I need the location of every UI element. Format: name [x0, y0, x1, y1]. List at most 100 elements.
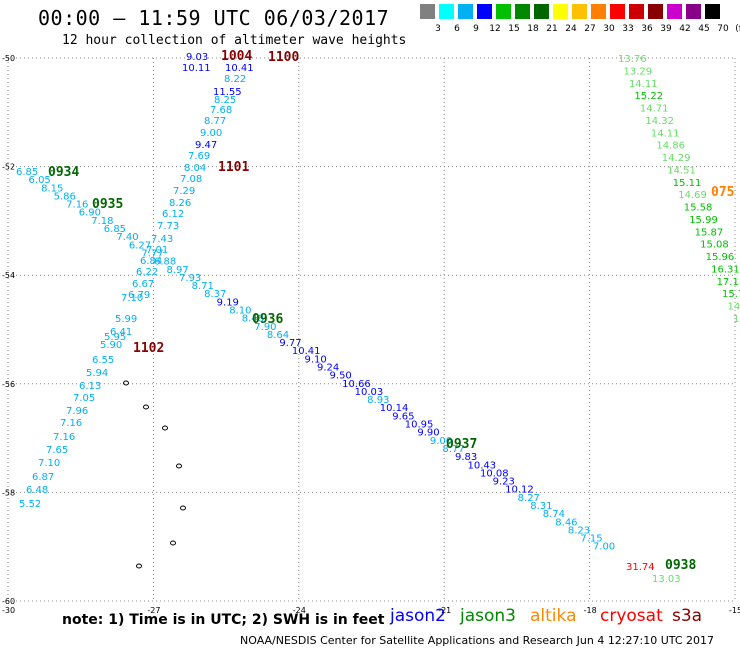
- swh-label: 6.55: [92, 355, 114, 366]
- swh-label: 9.24: [317, 363, 339, 374]
- swh-label: 11.55: [213, 87, 242, 98]
- lon-label: -30: [2, 606, 15, 615]
- lat-label: -58: [2, 488, 15, 497]
- swh-label: 8.77: [442, 444, 464, 455]
- swh-label: 8.97: [167, 265, 189, 276]
- lon-label: -21: [438, 606, 451, 615]
- legend-label: 15: [508, 24, 520, 34]
- swh-label: 7.65: [46, 445, 68, 456]
- swh-label: 7.10: [121, 293, 143, 304]
- swh-label: 7.29: [173, 186, 195, 197]
- swh-label: 13.76: [618, 54, 647, 65]
- legend-label: 24: [565, 24, 577, 34]
- satellite-jason3: jason3: [460, 606, 516, 626]
- legend-swatch: [591, 4, 606, 19]
- swh-label: 9.90: [417, 428, 439, 439]
- swh-label: 8.10: [229, 305, 251, 316]
- swh-label: 6.13: [79, 381, 101, 392]
- time-tag: 1004: [221, 49, 252, 64]
- lat-label: -50: [2, 54, 15, 63]
- legend-swatch: [648, 4, 663, 19]
- swh-label: 7.68: [210, 105, 232, 116]
- swh-label: 14.29: [662, 153, 691, 164]
- swh-label: 9.50: [330, 371, 352, 382]
- time-tag: 0935: [92, 197, 123, 212]
- swh-label: 9.83: [455, 452, 477, 463]
- legend-unit: (ft): [735, 24, 740, 34]
- swh-label: 31.74: [626, 562, 655, 573]
- swh-label: 7.10: [38, 458, 60, 469]
- legend-label: 6: [454, 24, 460, 34]
- swh-label: 7.18: [91, 216, 113, 227]
- legend-label: 9: [473, 24, 479, 34]
- swh-label: 8.37: [204, 289, 226, 300]
- swh-label: 8.64: [267, 330, 289, 341]
- swh-label: 15.11: [673, 178, 702, 189]
- lat-label: -54: [2, 271, 15, 280]
- swh-label: 15.58: [684, 203, 713, 214]
- swh-label: 15.22: [634, 91, 663, 102]
- swh-label: 9.00: [200, 128, 222, 139]
- island-shape: [180, 505, 186, 511]
- swh-label: 8.74: [543, 509, 565, 520]
- lon-label: -18: [584, 606, 597, 615]
- swh-label: 10.41: [225, 63, 254, 74]
- legend-label: 21: [546, 24, 558, 34]
- legend-label: 30: [603, 24, 615, 34]
- swh-label: 10.12: [505, 485, 534, 496]
- legend-swatch: [705, 4, 720, 19]
- swh-label: 17.11: [717, 277, 740, 288]
- swh-label: 6.67: [132, 279, 154, 290]
- swh-label: 5.86: [54, 191, 76, 202]
- swh-label: 13.29: [623, 66, 652, 77]
- swh-label: 10.03: [355, 387, 384, 398]
- legend-label: 3: [435, 24, 441, 34]
- swh-label: 7.96: [66, 406, 88, 417]
- swh-label: 7.73: [157, 221, 179, 232]
- swh-label: 15.7: [722, 289, 740, 300]
- swh-label: 6.87: [32, 472, 54, 483]
- swh-label: 6.12: [162, 209, 184, 220]
- swh-label: 6.22: [136, 267, 158, 278]
- swh-label: 6.88: [154, 257, 176, 268]
- swh-label: 8.26: [169, 198, 191, 209]
- swh-label: 14: [733, 314, 740, 325]
- time-tag: 0938: [665, 558, 696, 573]
- swh-label: 8.48: [242, 314, 264, 325]
- swh-label: 7.43: [151, 234, 173, 245]
- satellite-cryosat: cryosat: [600, 606, 663, 626]
- legend-swatch: [496, 4, 511, 19]
- swh-label: 10.11: [182, 63, 211, 74]
- swh-label: 9.19: [217, 297, 239, 308]
- swh-label: 8.27: [518, 493, 540, 504]
- swh-label: 8.04: [184, 163, 206, 174]
- swh-label: 14.51: [667, 165, 696, 176]
- lon-label: -15: [729, 606, 740, 615]
- swh-label: 10.66: [342, 379, 371, 390]
- time-tag: 0937: [446, 437, 477, 452]
- island-shape: [170, 540, 176, 546]
- satellite-s3a: s3a: [672, 606, 703, 626]
- swh-label: 14.71: [640, 104, 669, 115]
- swh-label: 16.31: [711, 264, 740, 275]
- swh-label: 7.90: [254, 322, 276, 333]
- swh-label: 6.79: [128, 290, 150, 301]
- legend-label: 36: [641, 24, 653, 34]
- island-shape: [162, 425, 168, 431]
- swh-label: 6.85: [104, 224, 126, 235]
- legend-swatch: [686, 4, 701, 19]
- lat-label: -56: [2, 380, 15, 389]
- swh-label: 6.84: [140, 256, 162, 267]
- swh-label: 15.87: [695, 227, 724, 238]
- swh-label: 9.65: [392, 411, 414, 422]
- swh-label: 9.77: [279, 338, 301, 349]
- swh-label: 7.08: [180, 174, 202, 185]
- swh-label: 10.14: [380, 403, 409, 414]
- swh-label: 5.95: [104, 332, 126, 343]
- swh-label: 6.27: [129, 240, 151, 251]
- swh-label: 9.47: [195, 140, 217, 151]
- swh-label: 9.23: [493, 477, 515, 488]
- swh-label: 15.96: [706, 252, 735, 263]
- swh-label: 9.00: [430, 436, 452, 447]
